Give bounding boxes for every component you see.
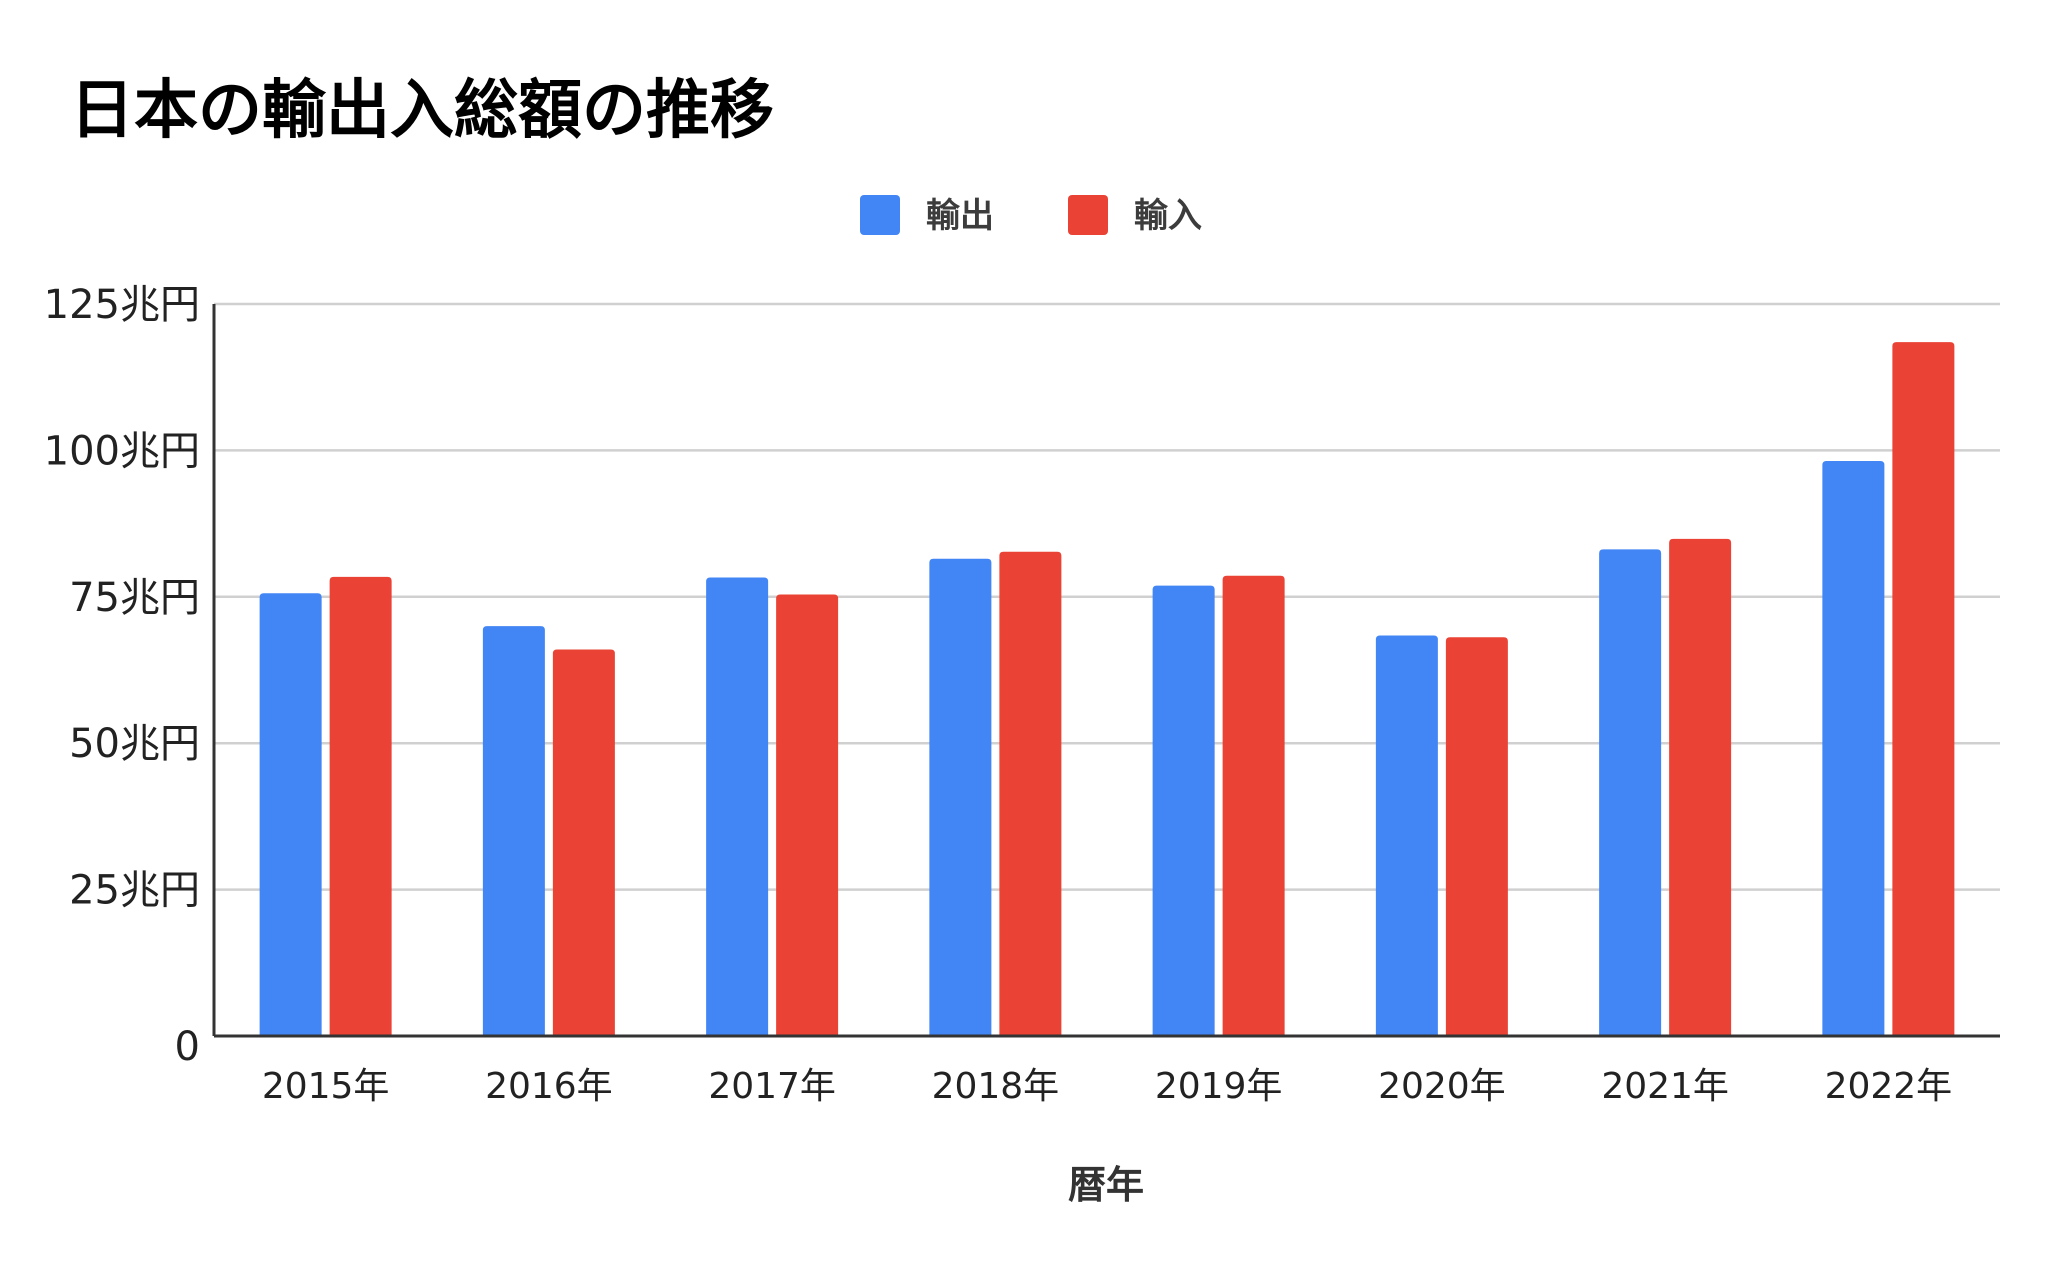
y-axis-ticks: 0 25兆円 50兆円 75兆円 100兆円 125兆円 (44, 282, 200, 1070)
x-axis-ticks: 2015年 2016年 2017年 2018年 2019年 2020年 2021年 2022年 (262, 1066, 1952, 1107)
bar-輸入-2021年 (1669, 538, 1732, 1036)
y-tick-label: 125兆円 (44, 282, 200, 328)
x-tick-label: 2020年 (1378, 1066, 1506, 1107)
bars (259, 342, 1955, 1037)
bar-輸出-2021年 (1599, 549, 1662, 1036)
legend-swatch (1068, 195, 1108, 235)
x-tick-label: 2015年 (262, 1066, 390, 1107)
x-tick-label: 2019年 (1155, 1066, 1283, 1107)
chart-title: 日本の輸出入総額の推移 (70, 74, 774, 148)
y-tick-label: 100兆円 (44, 428, 200, 474)
bar-輸入-2015年 (329, 576, 392, 1036)
legend: 輸出 輸入 (860, 195, 1202, 236)
bar-輸出-2018年 (929, 558, 992, 1036)
bar-輸入-2018年 (999, 551, 1062, 1036)
legend-label: 輸入 (1134, 196, 1202, 236)
x-tick-label: 2016年 (485, 1066, 613, 1107)
gridlines (214, 302, 2000, 891)
bar-輸出-2015年 (259, 593, 322, 1036)
bar-輸出-2022年 (1822, 460, 1885, 1036)
x-tick-label: 2017年 (708, 1066, 836, 1107)
y-tick-label: 0 (175, 1024, 200, 1070)
y-tick-label: 50兆円 (69, 721, 200, 767)
x-axis-label: 暦年 (1068, 1163, 1144, 1207)
legend-swatch (860, 195, 900, 235)
y-tick-label: 75兆円 (69, 575, 200, 621)
bar-輸出-2020年 (1375, 635, 1438, 1036)
bar-輸入-2019年 (1222, 575, 1285, 1036)
x-tick-label: 2021年 (1601, 1066, 1729, 1107)
bar-輸入-2017年 (776, 594, 839, 1036)
bar-輸出-2016年 (482, 626, 545, 1036)
bar-輸出-2017年 (706, 577, 769, 1036)
x-tick-label: 2022年 (1825, 1066, 1953, 1107)
bar-輸入-2016年 (552, 649, 615, 1036)
bar-輸出-2019年 (1152, 585, 1215, 1036)
bar-輸入-2020年 (1445, 637, 1508, 1036)
bar-輸入-2022年 (1892, 342, 1955, 1037)
x-tick-label: 2018年 (932, 1066, 1060, 1107)
legend-label: 輸出 (926, 196, 994, 236)
y-tick-label: 25兆円 (69, 868, 200, 914)
